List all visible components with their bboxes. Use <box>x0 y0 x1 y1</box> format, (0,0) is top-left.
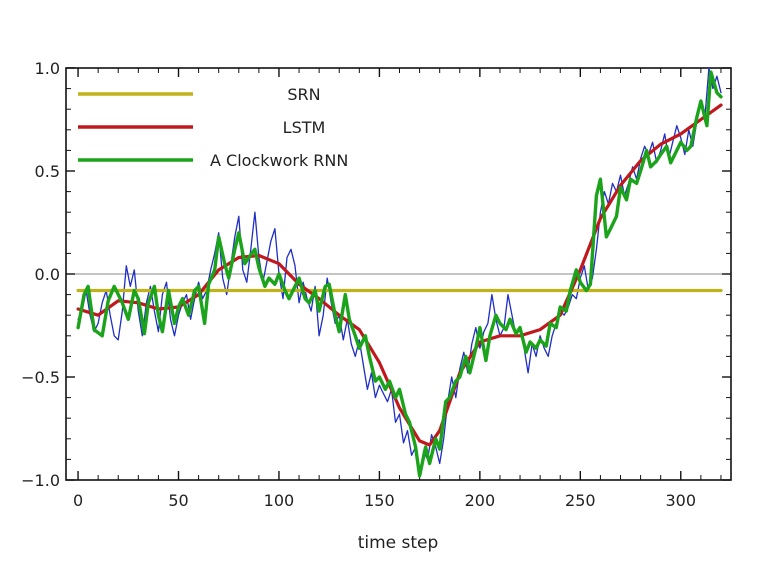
x-tick-label: 250 <box>565 491 596 510</box>
x-tick-label: 150 <box>364 491 395 510</box>
x-tick-label: 0 <box>73 491 83 510</box>
legend-label: LSTM <box>283 118 326 137</box>
x-tick-label: 50 <box>168 491 188 510</box>
y-tick-label: −1.0 <box>21 471 60 490</box>
y-tick-label: 0.0 <box>35 265 60 284</box>
series-layer <box>76 67 723 478</box>
axis-ticks <box>66 67 731 481</box>
legend: SRN LSTM A Clockwork RNN <box>78 85 348 170</box>
legend-label: SRN <box>287 85 320 104</box>
y-tick-label: 0.5 <box>35 162 60 181</box>
x-tick-label: 300 <box>666 491 697 510</box>
y-tick-labels: 1.0 0.5 0.0 −0.5 −1.0 <box>21 59 60 490</box>
x-axis-title: time step <box>358 533 439 553</box>
x-tick-label: 100 <box>264 491 295 510</box>
series-a-clockwork-rnn <box>76 70 723 478</box>
y-tick-label: 1.0 <box>35 59 60 78</box>
legend-label: A Clockwork RNN <box>210 151 348 170</box>
series-target <box>77 67 722 477</box>
y-tick-label: −0.5 <box>21 368 60 387</box>
x-tick-label: 200 <box>465 491 496 510</box>
x-tick-labels: 0 50 100 150 200 250 300 <box>73 491 696 510</box>
